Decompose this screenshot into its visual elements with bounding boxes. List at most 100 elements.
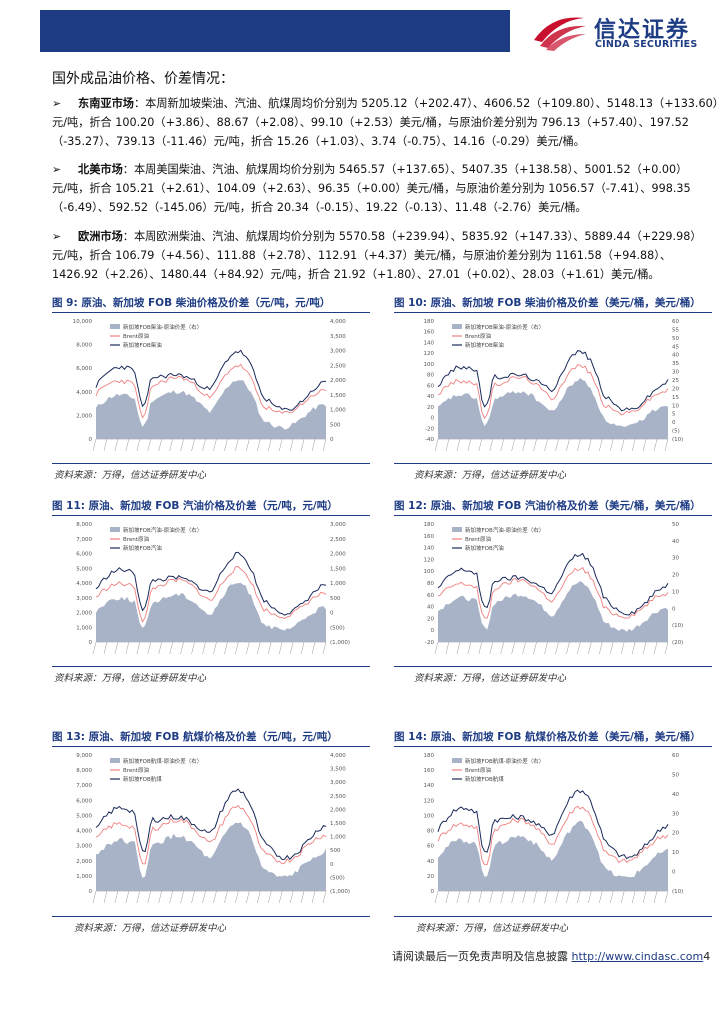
figure-title: 图 10: 原油、新加坡 FOB 柴油价格及价差（美元/桶，美元/桶）	[394, 297, 701, 309]
y-left-tick-label: 20	[427, 874, 434, 880]
market-line: 1426.92（+2.26）、1480.44（+84.92）元/吨，折合 21.…	[52, 268, 660, 281]
x-tick-mark	[653, 438, 658, 452]
x-tick-mark	[311, 890, 316, 904]
figure-11: 图 11: 原油、新加坡 FOB 汽油价格及价差（元/吨，元/吨） 8,000 7…	[52, 498, 370, 688]
x-tick-mark	[533, 890, 537, 904]
y-left-tick-label: 8,000	[76, 343, 92, 349]
x-tick-mark	[103, 890, 108, 904]
x-tick-mark	[445, 641, 450, 655]
y-right-tick-label: 2,500	[330, 537, 346, 543]
brent-line-series	[437, 566, 669, 619]
y-right-tick-label: 0	[672, 606, 676, 612]
y-right-tick-label: 0	[330, 862, 334, 868]
figure-title: 图 13: 原油、新加坡 FOB 航煤价格及价差（元/吨，元/吨）	[52, 731, 338, 743]
y-left-tick-label: 80	[427, 373, 434, 379]
y-right-tick-label: 50	[672, 772, 679, 778]
y-right-tick-label: 30	[672, 556, 679, 562]
figure-title: 图 9: 原油、新加坡 FOB 柴油价格及价差（元/吨，元/吨）	[52, 297, 331, 309]
product-line-series	[437, 552, 669, 616]
x-tick-mark	[257, 641, 261, 655]
legend-label: 新加坡FOB柴油-原油价差（右）	[465, 323, 544, 331]
y-left-tick-label: 2,000	[76, 413, 92, 419]
y-left-tick-label: 5,000	[76, 813, 92, 819]
figure-14: 图 14: 原油、新加坡 FOB 航煤价格及价差（美元/桶，美元/桶） 180 1…	[394, 729, 712, 939]
figure-source: 资料来源：万得，信达证券研发中心	[54, 673, 207, 684]
figure-chart: 9,000 8,000 7,000 6,000 5,000 4,000 3,000 2,000…	[52, 749, 370, 913]
footer-link[interactable]: http://www.cindasc.com	[571, 950, 704, 963]
figure-title-rule	[394, 746, 712, 747]
legend-label: 新加坡FOB柴油-原油价差（右）	[123, 323, 202, 331]
y-right-tick-label: (1,000)	[330, 640, 350, 646]
y-right-tick-label: 1,500	[330, 566, 346, 572]
figure-title-rule	[394, 515, 712, 516]
y-left-tick-label: 2,000	[76, 611, 92, 617]
market-line: 元/吨，折合 100.20（+3.86）、88.67（+2.08）、99.10（…	[52, 116, 689, 129]
brent-line-series	[95, 804, 327, 865]
y-right-tick-label: 2,500	[330, 794, 346, 800]
x-tick-mark	[631, 890, 636, 904]
figure-bottom-rule	[394, 916, 712, 917]
x-tick-mark	[489, 890, 494, 904]
chart-svg: 10,000 8,000 6,000 4,000 2,000 0 4,000 3,500 3,0…	[73, 319, 346, 452]
x-tick-mark	[267, 890, 272, 904]
y-right-tick-label: 30	[672, 811, 679, 817]
y-right-tick-label: 1,500	[330, 393, 346, 399]
x-tick-mark	[511, 641, 515, 655]
figure-title: 图 14: 原油、新加坡 FOB 航煤价格及价差（美元/桶，美元/桶）	[394, 731, 701, 743]
y-right-tick-label: 1,000	[330, 835, 346, 841]
legend-label: 新加坡FOB汽油	[123, 544, 162, 552]
y-left-tick-label: 40	[427, 859, 434, 865]
x-tick-mark	[609, 890, 614, 904]
y-left-tick-label: 60	[427, 844, 434, 850]
x-tick-mark	[588, 438, 592, 452]
x-tick-mark	[235, 641, 239, 655]
x-tick-mark	[566, 641, 570, 655]
figure-source: 资料来源：万得，信达证券研发中心	[54, 470, 207, 481]
y-right-tick-label: 3,500	[330, 767, 346, 773]
x-tick-mark	[653, 641, 658, 655]
y-right-tick-label: 3,000	[330, 349, 346, 355]
figure-bottom-rule	[394, 463, 712, 464]
figure-chart: 180 160 140 120 100 80 60 40 20 0 -20 -40 60 55 50 45 40…	[394, 315, 712, 461]
market-southeast-asia: ➢ 东南亚市场：本周新加坡柴油、汽油、航煤周均价分别为 5205.12（+202…	[52, 94, 724, 151]
y-right-tick-label: 0	[672, 870, 676, 876]
figure-title: 图 12: 原油、新加坡 FOB 汽油价格及价差（美元/桶，美元/桶）	[394, 500, 701, 512]
x-tick-mark	[577, 641, 581, 655]
x-tick-mark	[202, 641, 206, 655]
x-tick-mark	[92, 641, 97, 655]
spread-area-series	[96, 582, 326, 642]
x-tick-mark	[445, 890, 450, 904]
chart-svg: 180160140120100806040200-20-406055504540…	[424, 319, 683, 452]
x-tick-mark	[544, 641, 548, 655]
y-right-tick-label: 45	[672, 344, 679, 350]
y-right-tick-label: 40	[672, 792, 679, 798]
x-tick-mark	[322, 641, 327, 655]
bullet-icon: ➢	[52, 97, 62, 110]
bullet-icon: ➢	[52, 230, 62, 243]
spread-area-series	[438, 820, 668, 891]
legend-swatch	[110, 324, 120, 329]
y-right-tick-label: 0	[330, 611, 334, 617]
x-tick-mark	[500, 890, 504, 904]
x-tick-mark	[125, 641, 130, 655]
x-tick-mark	[456, 890, 461, 904]
figure-title: 图 11: 原油、新加坡 FOB 汽油价格及价差（元/吨，元/吨）	[52, 500, 338, 512]
x-tick-mark	[434, 641, 439, 655]
y-left-tick-label: 1,000	[76, 625, 92, 631]
x-tick-mark	[267, 438, 272, 452]
y-right-tick-label: 60	[672, 753, 679, 759]
x-tick-mark	[642, 641, 647, 655]
y-left-tick-label: 3,000	[76, 596, 92, 602]
figure-source: 资料来源：万得，信达证券研发中心	[416, 923, 569, 934]
x-tick-mark	[257, 438, 261, 452]
x-tick-mark	[588, 641, 592, 655]
cinda-logo: 信达证券 CINDA SECURITIES	[530, 10, 710, 52]
x-tick-mark	[467, 890, 472, 904]
y-left-tick-label: 7,000	[76, 783, 92, 789]
x-tick-mark	[114, 438, 119, 452]
y-right-tick-label: 500	[330, 422, 341, 428]
y-left-tick-label: 8,000	[76, 522, 92, 528]
legend-label: 新加坡FOB汽油-原油价差（右）	[123, 526, 202, 534]
x-tick-mark	[311, 438, 316, 452]
page-footer: 请阅读最后一页免责声明及信息披露 http://www.cindasc.com4	[392, 948, 710, 964]
